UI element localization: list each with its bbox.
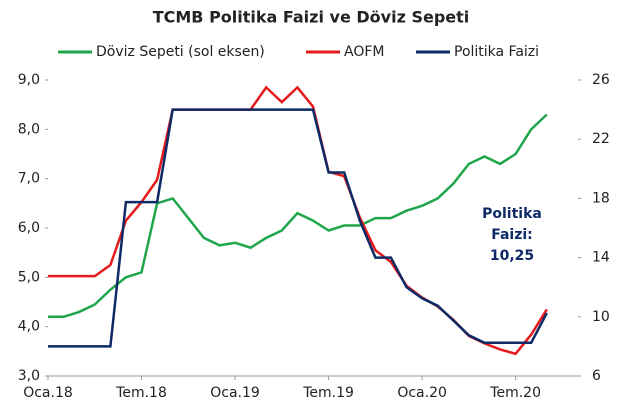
y-tick-label: 9,0 bbox=[18, 72, 40, 88]
y-tick-label: 7,0 bbox=[18, 171, 40, 187]
y-tick-label: 6,0 bbox=[18, 220, 40, 236]
x-tick-label: Tem.18 bbox=[115, 385, 167, 401]
y2-tick-label: 6 bbox=[592, 368, 601, 384]
x-tick-label: Tem.20 bbox=[489, 385, 541, 401]
line-series bbox=[48, 108, 548, 348]
annotation: Politika bbox=[482, 206, 542, 222]
y-tick-label: 8,0 bbox=[18, 121, 40, 137]
y2-tick-label: 14 bbox=[592, 250, 610, 266]
legend-label: Politika Faizi bbox=[454, 44, 539, 60]
y-tick-label: 3,0 bbox=[18, 368, 40, 384]
annotation: 10,25 bbox=[490, 248, 534, 264]
legend-label: AOFM bbox=[344, 44, 384, 60]
annotation: Faizi: bbox=[491, 227, 533, 243]
x-tick-label: Oca.19 bbox=[210, 385, 260, 401]
y-tick-label: 4,0 bbox=[18, 319, 40, 335]
y2-tick-label: 18 bbox=[592, 190, 610, 206]
x-tick-label: Tem.19 bbox=[302, 385, 354, 401]
line-series bbox=[48, 113, 548, 319]
chart-title: TCMB Politika Faizi ve Döviz Sepeti bbox=[153, 8, 470, 27]
x-tick-label: Oca.20 bbox=[397, 385, 447, 401]
x-tick-label: Oca.18 bbox=[23, 385, 73, 401]
y2-tick-label: 10 bbox=[592, 309, 610, 325]
legend-label: Döviz Sepeti (sol eksen) bbox=[96, 44, 265, 60]
y2-tick-label: 26 bbox=[592, 72, 610, 88]
y-tick-label: 5,0 bbox=[18, 269, 40, 285]
y2-tick-label: 22 bbox=[592, 131, 610, 147]
